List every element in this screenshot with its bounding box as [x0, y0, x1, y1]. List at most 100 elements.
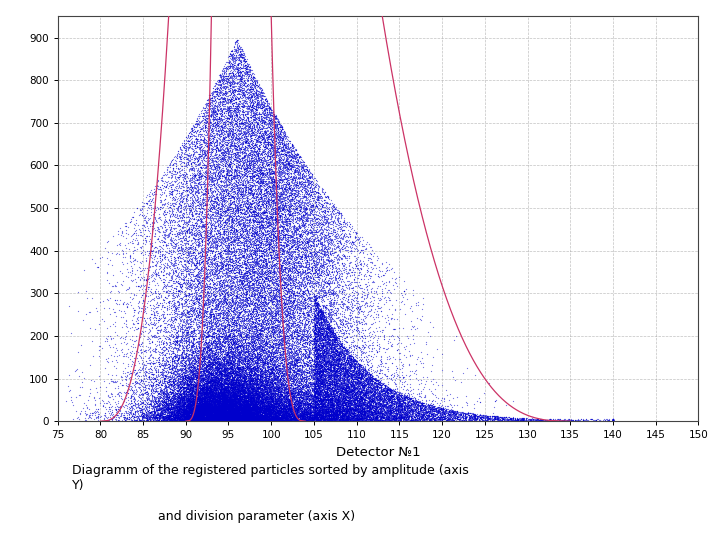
Point: [312, 194, 324, 203]
Point: [198, 378, 210, 387]
Point: [318, 346, 330, 354]
Point: [218, 231, 230, 239]
Point: [398, 396, 410, 405]
Point: [166, 405, 178, 414]
Point: [316, 206, 328, 215]
Point: [155, 412, 166, 421]
Point: [322, 384, 333, 393]
Point: [199, 293, 210, 301]
Point: [213, 415, 225, 424]
Point: [216, 363, 228, 372]
Point: [225, 407, 237, 415]
Point: [559, 416, 570, 425]
Point: [240, 396, 251, 404]
Point: [215, 406, 226, 414]
Point: [278, 225, 289, 233]
Point: [345, 405, 356, 414]
Point: [210, 414, 222, 423]
Point: [189, 342, 200, 351]
Point: [177, 416, 189, 425]
Point: [220, 404, 231, 413]
Point: [299, 232, 310, 240]
Point: [269, 379, 281, 388]
Point: [286, 339, 297, 348]
Point: [284, 359, 296, 367]
Point: [247, 415, 258, 424]
Point: [255, 343, 266, 352]
Point: [320, 317, 331, 326]
Point: [217, 406, 229, 415]
Point: [255, 415, 266, 424]
Point: [209, 396, 220, 404]
Point: [212, 393, 224, 402]
Point: [279, 240, 290, 249]
Point: [238, 399, 250, 408]
Point: [237, 366, 248, 374]
Point: [225, 287, 236, 296]
Point: [385, 412, 397, 421]
Point: [289, 211, 301, 220]
Point: [185, 134, 197, 143]
Point: [195, 417, 207, 426]
Point: [303, 166, 315, 174]
Point: [217, 407, 229, 415]
Point: [158, 207, 169, 215]
Point: [246, 398, 257, 407]
Point: [331, 355, 343, 364]
Point: [232, 258, 243, 266]
Point: [177, 368, 189, 377]
Point: [436, 408, 448, 417]
Point: [243, 132, 254, 140]
Point: [264, 241, 275, 250]
Point: [236, 314, 248, 323]
Point: [320, 345, 332, 353]
Point: [207, 360, 219, 369]
Point: [269, 301, 281, 309]
Point: [212, 413, 223, 422]
Point: [216, 137, 228, 145]
Point: [259, 373, 271, 381]
Point: [195, 396, 207, 404]
Point: [184, 132, 196, 140]
Point: [285, 407, 297, 416]
Point: [233, 393, 244, 402]
Point: [319, 376, 330, 384]
Point: [222, 262, 233, 271]
Point: [222, 417, 233, 426]
Point: [251, 406, 262, 415]
Point: [336, 210, 348, 219]
Point: [243, 409, 255, 418]
Point: [270, 181, 282, 190]
Point: [251, 142, 262, 151]
Point: [225, 376, 236, 384]
Point: [240, 362, 251, 371]
Point: [181, 411, 193, 420]
Point: [250, 166, 261, 174]
Point: [310, 322, 321, 330]
Point: [230, 409, 241, 418]
Point: [193, 406, 204, 414]
Point: [266, 409, 277, 418]
Point: [252, 259, 264, 267]
Point: [201, 201, 212, 210]
Point: [269, 415, 280, 424]
Point: [330, 356, 342, 365]
Point: [315, 315, 326, 323]
Point: [154, 274, 166, 282]
Point: [231, 342, 243, 350]
Point: [233, 399, 245, 408]
Point: [253, 403, 264, 412]
Point: [264, 327, 275, 336]
Point: [471, 415, 482, 424]
Point: [344, 355, 356, 364]
Point: [221, 396, 233, 404]
Point: [171, 262, 182, 271]
Point: [327, 407, 338, 415]
Point: [251, 394, 263, 403]
Point: [209, 394, 220, 403]
Point: [228, 306, 239, 314]
Point: [207, 357, 219, 366]
Point: [139, 347, 150, 355]
Point: [194, 407, 206, 415]
Point: [176, 392, 188, 400]
